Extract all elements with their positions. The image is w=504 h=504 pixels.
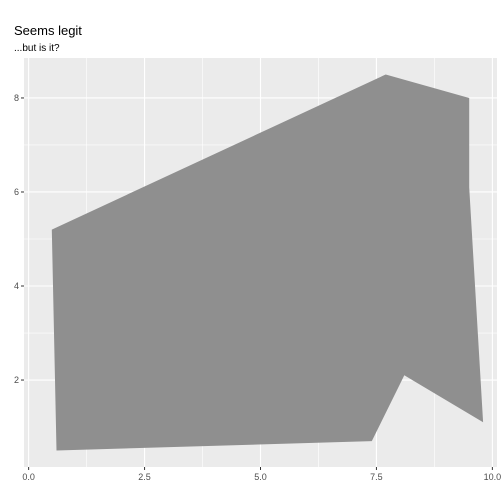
chart-title: Seems legit	[14, 23, 82, 38]
y-tick-label: 8	[14, 93, 19, 103]
chart-subtitle: ...but is it?	[14, 43, 60, 54]
data-layer	[51, 74, 484, 451]
y-axis: 2 4 6 8	[14, 93, 24, 385]
x-tick-label: 7.5	[370, 472, 383, 482]
y-tick-label: 6	[14, 187, 19, 197]
polygon-shape	[51, 74, 484, 451]
x-tick-label: 0.0	[22, 472, 35, 482]
x-tick-label: 10.0	[484, 472, 502, 482]
x-tick-label: 2.5	[138, 472, 151, 482]
x-axis: 0.0 2.5 5.0 7.5 10.0	[22, 467, 501, 482]
y-tick-label: 2	[14, 375, 19, 385]
x-tick-label: 5.0	[254, 472, 267, 482]
y-tick-label: 4	[14, 281, 19, 291]
